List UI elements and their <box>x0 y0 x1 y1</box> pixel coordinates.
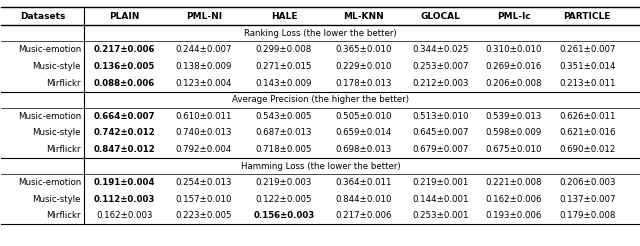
Text: 0.505±0.010: 0.505±0.010 <box>335 112 392 121</box>
Text: 0.253±0.007: 0.253±0.007 <box>412 62 468 71</box>
Text: Music-emotion: Music-emotion <box>18 45 81 54</box>
Text: 0.792±0.004: 0.792±0.004 <box>176 145 232 154</box>
Text: 0.112±0.003: 0.112±0.003 <box>93 195 155 204</box>
Text: Hamming Loss (the lower the better): Hamming Loss (the lower the better) <box>241 162 401 170</box>
Text: 0.344±0.025: 0.344±0.025 <box>412 45 468 54</box>
Text: 0.219±0.003: 0.219±0.003 <box>256 178 312 187</box>
Text: 0.088±0.006: 0.088±0.006 <box>93 79 155 88</box>
Text: 0.193±0.006: 0.193±0.006 <box>486 212 542 220</box>
Text: Average Precision (the higher the better): Average Precision (the higher the better… <box>232 95 409 104</box>
Text: 0.213±0.011: 0.213±0.011 <box>559 79 616 88</box>
Text: 0.364±0.011: 0.364±0.011 <box>335 178 392 187</box>
Text: 0.206±0.003: 0.206±0.003 <box>559 178 616 187</box>
Text: PARTICLE: PARTICLE <box>564 12 611 21</box>
Text: PLAIN: PLAIN <box>109 12 140 21</box>
Text: 0.156±0.003: 0.156±0.003 <box>253 212 314 220</box>
Text: PML-lc: PML-lc <box>497 12 531 21</box>
Text: 0.621±0.016: 0.621±0.016 <box>559 128 616 137</box>
Text: 0.219±0.001: 0.219±0.001 <box>412 178 468 187</box>
Text: Music-style: Music-style <box>33 195 81 204</box>
Text: 0.675±0.010: 0.675±0.010 <box>486 145 542 154</box>
Text: 0.162±0.006: 0.162±0.006 <box>486 195 542 204</box>
Text: 0.206±0.008: 0.206±0.008 <box>486 79 542 88</box>
Text: 0.217±0.006: 0.217±0.006 <box>335 212 392 220</box>
Text: 0.740±0.013: 0.740±0.013 <box>176 128 232 137</box>
Text: 0.598±0.009: 0.598±0.009 <box>486 128 542 137</box>
Text: 0.513±0.010: 0.513±0.010 <box>412 112 468 121</box>
Text: Datasets: Datasets <box>20 12 65 21</box>
Text: 0.679±0.007: 0.679±0.007 <box>412 145 468 154</box>
Text: 0.261±0.007: 0.261±0.007 <box>559 45 616 54</box>
Text: 0.365±0.010: 0.365±0.010 <box>335 45 392 54</box>
Text: ML-KNN: ML-KNN <box>344 12 384 21</box>
Text: 0.212±0.003: 0.212±0.003 <box>412 79 468 88</box>
Text: 0.269±0.016: 0.269±0.016 <box>486 62 542 71</box>
Text: PML-NI: PML-NI <box>186 12 222 21</box>
Text: GLOCAL: GLOCAL <box>420 12 460 21</box>
Text: 0.539±0.013: 0.539±0.013 <box>486 112 542 121</box>
Text: 0.664±0.007: 0.664±0.007 <box>93 112 155 121</box>
Text: 0.698±0.013: 0.698±0.013 <box>335 145 392 154</box>
Text: HALE: HALE <box>271 12 297 21</box>
Text: 0.645±0.007: 0.645±0.007 <box>412 128 468 137</box>
Text: Music-emotion: Music-emotion <box>18 112 81 121</box>
Text: 0.157±0.010: 0.157±0.010 <box>176 195 232 204</box>
Text: 0.626±0.011: 0.626±0.011 <box>559 112 616 121</box>
Text: 0.191±0.004: 0.191±0.004 <box>93 178 155 187</box>
Text: 0.221±0.008: 0.221±0.008 <box>486 178 542 187</box>
Text: 0.138±0.009: 0.138±0.009 <box>176 62 232 71</box>
Text: Music-emotion: Music-emotion <box>18 178 81 187</box>
Text: 0.254±0.013: 0.254±0.013 <box>176 178 232 187</box>
Text: 0.223±0.005: 0.223±0.005 <box>176 212 232 220</box>
Text: 0.299±0.008: 0.299±0.008 <box>256 45 312 54</box>
Text: 0.844±0.010: 0.844±0.010 <box>335 195 392 204</box>
Text: 0.687±0.013: 0.687±0.013 <box>255 128 312 137</box>
Text: 0.217±0.006: 0.217±0.006 <box>93 45 155 54</box>
Text: 0.136±0.005: 0.136±0.005 <box>93 62 155 71</box>
Text: Music-style: Music-style <box>33 62 81 71</box>
Text: 0.742±0.012: 0.742±0.012 <box>93 128 155 137</box>
Text: Mirflickr: Mirflickr <box>47 145 81 154</box>
Text: Music-style: Music-style <box>33 128 81 137</box>
Text: Mirflickr: Mirflickr <box>47 212 81 220</box>
Text: 0.179±0.008: 0.179±0.008 <box>559 212 616 220</box>
Text: Mirflickr: Mirflickr <box>47 79 81 88</box>
Text: 0.137±0.007: 0.137±0.007 <box>559 195 616 204</box>
Text: 0.244±0.007: 0.244±0.007 <box>176 45 232 54</box>
Text: 0.253±0.001: 0.253±0.001 <box>412 212 468 220</box>
Text: 0.847±0.012: 0.847±0.012 <box>93 145 155 154</box>
Text: 0.310±0.010: 0.310±0.010 <box>486 45 542 54</box>
Text: 0.162±0.003: 0.162±0.003 <box>96 212 152 220</box>
Text: 0.610±0.011: 0.610±0.011 <box>176 112 232 121</box>
Text: 0.543±0.005: 0.543±0.005 <box>255 112 312 121</box>
Text: 0.143±0.009: 0.143±0.009 <box>256 79 312 88</box>
Text: Ranking Loss (the lower the better): Ranking Loss (the lower the better) <box>244 29 397 38</box>
Text: 0.718±0.005: 0.718±0.005 <box>255 145 312 154</box>
Text: 0.178±0.013: 0.178±0.013 <box>335 79 392 88</box>
Text: 0.690±0.012: 0.690±0.012 <box>559 145 616 154</box>
Text: 0.659±0.014: 0.659±0.014 <box>335 128 392 137</box>
Text: 0.122±0.005: 0.122±0.005 <box>255 195 312 204</box>
Text: 0.271±0.015: 0.271±0.015 <box>255 62 312 71</box>
Text: 0.144±0.001: 0.144±0.001 <box>412 195 468 204</box>
Text: 0.351±0.014: 0.351±0.014 <box>559 62 616 71</box>
Text: 0.229±0.010: 0.229±0.010 <box>335 62 392 71</box>
Text: 0.123±0.004: 0.123±0.004 <box>176 79 232 88</box>
